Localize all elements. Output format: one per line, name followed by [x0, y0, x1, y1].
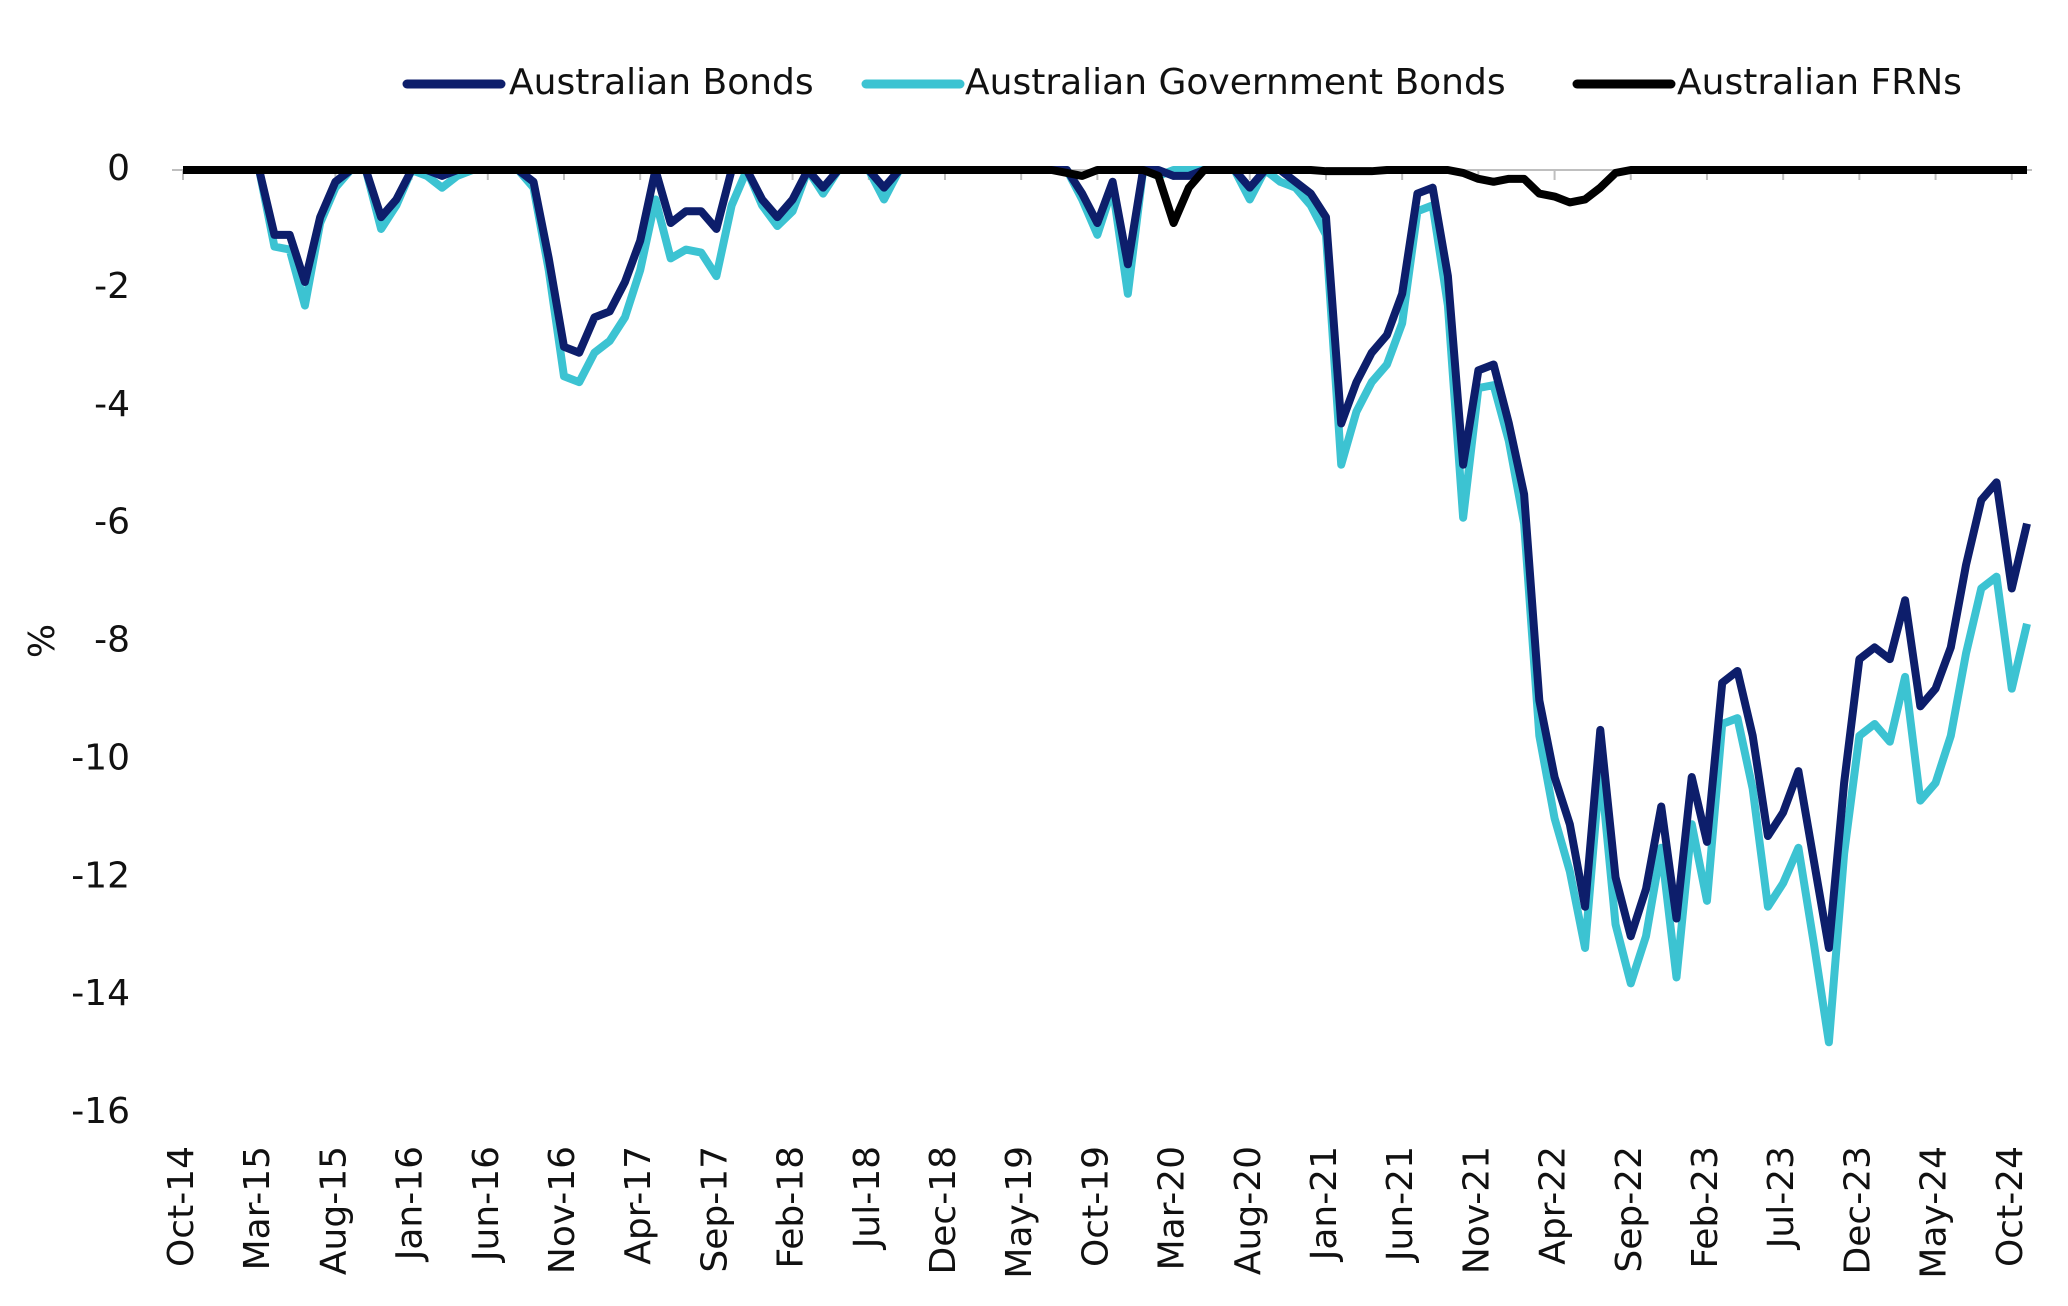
legend-label: Australian FRNs: [1677, 62, 1962, 103]
y-tick-label: -10: [71, 737, 130, 778]
x-tick-label: May-19: [999, 1146, 1040, 1279]
x-tick-label: Nov-21: [1456, 1146, 1497, 1274]
x-tick-label: Jul-18: [847, 1146, 888, 1250]
x-tick-label: Aug-20: [1228, 1146, 1269, 1275]
y-tick-label: -2: [94, 266, 130, 307]
x-tick-label: May-24: [1914, 1146, 1955, 1279]
x-tick-label: Jul-23: [1761, 1146, 1802, 1250]
x-tick-label: Aug-15: [313, 1146, 354, 1275]
x-tick-label: Feb-23: [1685, 1146, 1726, 1269]
x-tick-label: Jun-21: [1380, 1146, 1421, 1263]
y-tick-label: 0: [107, 148, 130, 189]
y-tick-label: -12: [71, 855, 130, 896]
x-tick-label: Sep-22: [1609, 1146, 1650, 1273]
x-tick-label: Jun-16: [466, 1146, 507, 1263]
x-tick-label: Oct-14: [161, 1146, 202, 1267]
x-tick-label: Jan-16: [390, 1146, 431, 1262]
x-tick-label: Apr-17: [618, 1146, 659, 1265]
x-tick-label: Oct-24: [1990, 1146, 2031, 1267]
y-tick-label: -8: [94, 620, 130, 661]
series-line: [183, 166, 2031, 952]
x-tick-label: Mar-20: [1152, 1146, 1193, 1270]
y-axis-label: %: [22, 624, 63, 658]
x-tick-label: Dec-18: [923, 1146, 964, 1274]
x-tick-label: Jan-21: [1304, 1146, 1345, 1262]
series-line: [183, 166, 2031, 1047]
legend-label: Australian Bonds: [509, 62, 814, 103]
x-tick-label: Dec-23: [1837, 1146, 1878, 1274]
x-tick-label: Nov-16: [542, 1146, 583, 1274]
y-tick-label: -4: [94, 384, 130, 425]
x-tick-label: Apr-22: [1533, 1146, 1574, 1265]
x-tick-label: Mar-15: [237, 1146, 278, 1270]
x-tick-label: Feb-18: [771, 1146, 812, 1269]
y-tick-label: -16: [71, 1091, 130, 1132]
y-tick-label: -14: [71, 973, 130, 1014]
y-tick-label: -6: [94, 502, 130, 543]
x-tick-label: Sep-17: [694, 1146, 735, 1273]
x-tick-label: Oct-19: [1075, 1146, 1116, 1267]
legend-label: Australian Government Bonds: [965, 62, 1506, 103]
series-line: [183, 166, 2027, 228]
